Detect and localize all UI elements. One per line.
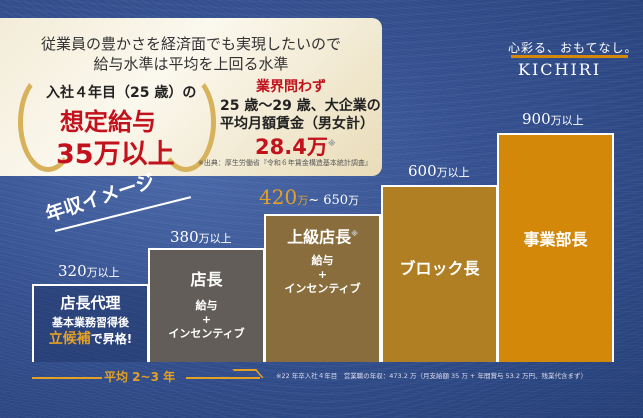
price-range-end: ~ 650 <box>308 193 349 208</box>
timeline-line-left <box>32 377 102 379</box>
price: 320 <box>58 262 87 280</box>
laurel-right-icon <box>156 72 216 172</box>
assumed-salary-amount: 35万以上 <box>56 139 175 170</box>
assumed-salary-sub: 入社４年目（25 歳）の <box>46 85 197 101</box>
salary-panel: 従業員の豊かさを経済面でも実現したいので 給与水準は平均を上回る水準 入社４年目… <box>0 18 382 176</box>
unit: 万 <box>348 194 360 207</box>
price-label-2: 380万以上 <box>170 228 232 246</box>
step-bar-1: 店長代理 基本業務習得後 立候補で昇格! <box>32 284 149 362</box>
step-bar-2: 店長 給与 + インセンティブ <box>148 248 265 362</box>
average-line-1: 25 歳〜29 歳、大企業の <box>220 98 381 114</box>
price-label-1: 320万以上 <box>58 262 120 280</box>
step-highlight: 立候補 <box>48 331 91 347</box>
average-line-2: 平均月額賃金（男女計） <box>220 116 374 132</box>
note-mark: ※ <box>327 139 336 148</box>
step-pay: 給与 <box>195 299 218 312</box>
unit: 万以上 <box>86 266 120 279</box>
price-label-3: 420万~ 650万 <box>259 185 359 209</box>
note-mark: ※ <box>351 230 358 238</box>
step-desc: 基本業務習得後 <box>52 316 129 329</box>
price-label-5: 900万以上 <box>522 110 584 128</box>
step-desc: で昇格! <box>90 332 133 346</box>
step-bar-4: ブロック長 <box>381 185 498 362</box>
price: 900 <box>522 110 551 128</box>
step-pay: インセンティブ <box>168 327 245 340</box>
source-note: ※出典：厚生労働省『令和６年賃金構造基本統計調査』 <box>198 159 372 167</box>
brand-logo: KICHIRI <box>518 60 602 79</box>
unit: 万以上 <box>436 166 470 179</box>
step-title: ブロック長 <box>399 259 480 278</box>
brand-underline <box>511 55 628 58</box>
price-label-4: 600万以上 <box>408 162 470 180</box>
step-title: 上級店長 <box>287 227 352 247</box>
step-plus: + <box>201 313 212 326</box>
price: 420 <box>259 185 298 209</box>
timeline-line-right <box>186 377 260 379</box>
average-amount-value: 28.4万 <box>255 135 328 159</box>
price: 380 <box>170 228 199 246</box>
timeline-label: 平均 2~3 年 <box>104 370 176 384</box>
step-title: 事業部長 <box>523 230 588 249</box>
lead-line-2: 給与水準は平均を上回る水準 <box>93 55 289 73</box>
lead-line-1: 従業員の豊かさを経済面でも実現したいので <box>40 35 341 53</box>
step-title: 店長代理 <box>60 294 121 312</box>
step-bar-5: 事業部長 <box>497 133 614 362</box>
laurel-left-icon <box>18 72 78 172</box>
average-amount: 28.4万※ <box>255 131 336 161</box>
footnote: ※22 年卒入社４年目 営業職の年収：473.2 万（月支給額 35 万 + 年… <box>276 372 588 380</box>
step-title: 店長 <box>190 270 223 289</box>
step-pay: インセンティブ <box>284 282 361 296</box>
unit: 万以上 <box>550 114 584 127</box>
step-pay: 給与 <box>311 254 334 268</box>
unit: 万以上 <box>198 232 232 245</box>
industry-tag: 業界問わず <box>256 79 326 95</box>
step-bar-3: 上級店長※ 給与 + インセンティブ <box>264 214 381 362</box>
step-plus: + <box>317 268 328 282</box>
assumed-salary-title: 想定給与 <box>60 108 156 136</box>
price: 600 <box>408 162 437 180</box>
unit: 万 <box>297 194 309 207</box>
brand-tagline: 心彩る、おもてなし。 <box>508 41 638 55</box>
